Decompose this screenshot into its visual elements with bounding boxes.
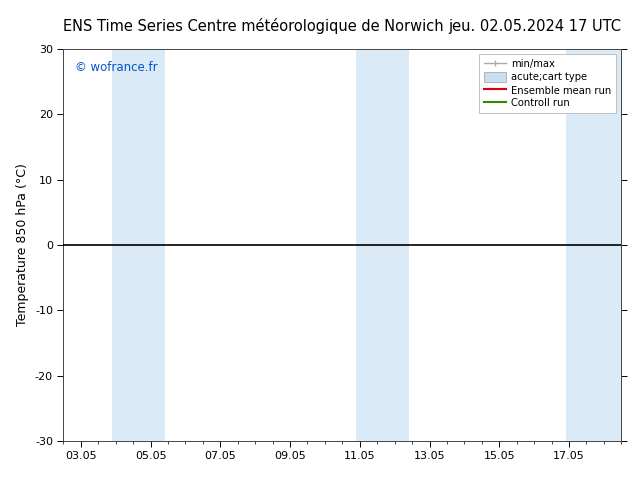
Y-axis label: Temperature 850 hPa (°C): Temperature 850 hPa (°C)	[16, 164, 29, 326]
Text: © wofrance.fr: © wofrance.fr	[75, 61, 157, 74]
Text: ENS Time Series Centre météorologique de Norwich: ENS Time Series Centre météorologique de…	[63, 18, 444, 34]
Text: jeu. 02.05.2024 17 UTC: jeu. 02.05.2024 17 UTC	[448, 19, 621, 34]
Legend: min/max, acute;cart type, Ensemble mean run, Controll run: min/max, acute;cart type, Ensemble mean …	[479, 54, 616, 114]
Bar	[566, 49, 621, 441]
Bar	[356, 49, 408, 441]
Bar	[112, 49, 165, 441]
